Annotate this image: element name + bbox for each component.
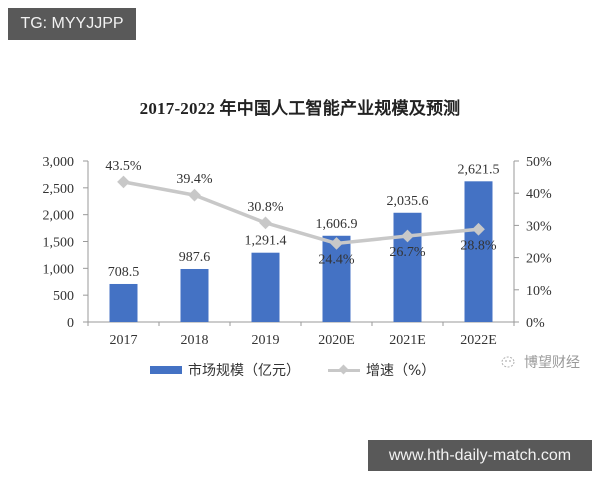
bar-value-label: 1,606.9 xyxy=(316,217,358,232)
right-y-tick-label: 10% xyxy=(526,284,552,299)
bar-value-label: 987.6 xyxy=(179,250,211,265)
bar-value-label: 1,291.4 xyxy=(245,234,287,249)
growth-value-label: 24.4% xyxy=(318,252,355,267)
growth-line xyxy=(123,180,479,246)
bottom-watermark-tag: www.hth-daily-match.com xyxy=(368,440,592,471)
left-y-tick-label: 1,500 xyxy=(43,236,75,251)
chart-axes: 0 500 1,000 1,500 2,000 2,500 3,000 0% 10% 20% 30%… xyxy=(43,155,553,348)
left-y-tick-label: 3,000 xyxy=(43,155,75,170)
legend-bar-label: 市场规模（亿元） xyxy=(188,363,300,379)
chart-title: 2017-2022 年中国人工智能产业规模及预测 xyxy=(139,99,461,118)
bar-value-label: 2,621.5 xyxy=(458,162,500,177)
top-tag-text: TG: MYYJJPP xyxy=(20,15,124,32)
diamond-marker-icon xyxy=(330,237,343,250)
x-tick-label: 2021E xyxy=(389,333,426,348)
bar xyxy=(251,252,280,322)
watermark-text: 博望财经 xyxy=(524,355,580,371)
right-y-tick-label: 0% xyxy=(526,316,545,331)
bar xyxy=(393,212,422,322)
right-y-tick-label: 40% xyxy=(526,187,552,202)
bar xyxy=(109,283,138,322)
left-y-tick-label: 1,000 xyxy=(43,262,75,277)
legend-bar-swatch-icon xyxy=(150,366,182,374)
diamond-marker-icon xyxy=(401,229,414,243)
legend-item-bar: 市场规模（亿元） xyxy=(150,360,300,380)
bar-value-label: 708.5 xyxy=(108,265,140,280)
diamond-marker-icon xyxy=(472,222,485,236)
x-tick-label: 2017 xyxy=(110,333,138,348)
right-y-tick-label: 50% xyxy=(526,155,552,170)
x-tick-label: 2022E xyxy=(460,333,497,348)
source-watermark: 博望财经 xyxy=(500,352,580,372)
right-y-tick-label: 20% xyxy=(526,252,552,267)
x-tick-label: 2018 xyxy=(181,333,209,348)
growth-value-label: 39.4% xyxy=(176,172,213,187)
growth-value-label: 26.7% xyxy=(389,245,426,260)
x-tick-label: 2019 xyxy=(252,333,280,348)
left-y-tick-label: 500 xyxy=(53,289,74,304)
x-tick-label: 2020E xyxy=(318,333,355,348)
bar-series xyxy=(109,181,493,322)
diamond-marker-icon xyxy=(117,175,130,189)
bar-value-label: 2,035.6 xyxy=(387,194,429,209)
chart-legend: 市场规模（亿元） 增速（%） xyxy=(150,360,435,380)
left-y-tick-label: 2,000 xyxy=(43,209,75,224)
bar xyxy=(322,235,351,322)
legend-item-line: 增速（%） xyxy=(328,360,435,380)
diamond-marker-icon xyxy=(188,188,201,202)
growth-value-label: 30.8% xyxy=(247,200,284,215)
right-y-tick-label: 30% xyxy=(526,219,552,234)
legend-line-swatch-icon xyxy=(328,364,360,376)
left-y-tick-label: 2,500 xyxy=(43,182,75,197)
wechat-logo-icon xyxy=(501,356,515,368)
top-watermark-tag: TG: MYYJJPP xyxy=(8,8,136,40)
line-series xyxy=(117,175,485,250)
legend-line-label: 增速（%） xyxy=(366,363,436,379)
growth-value-label: 28.8% xyxy=(460,238,497,253)
data-labels: 708.5 987.6 1,291.4 1,606.9 2,035.6 2,621.5 43… xyxy=(105,159,499,280)
bar xyxy=(464,181,493,322)
bottom-tag-text: www.hth-daily-match.com xyxy=(388,446,572,464)
growth-value-label: 43.5% xyxy=(105,159,142,174)
left-y-tick-label: 0 xyxy=(67,316,74,331)
diamond-marker-icon xyxy=(259,216,272,230)
bar xyxy=(180,268,209,322)
